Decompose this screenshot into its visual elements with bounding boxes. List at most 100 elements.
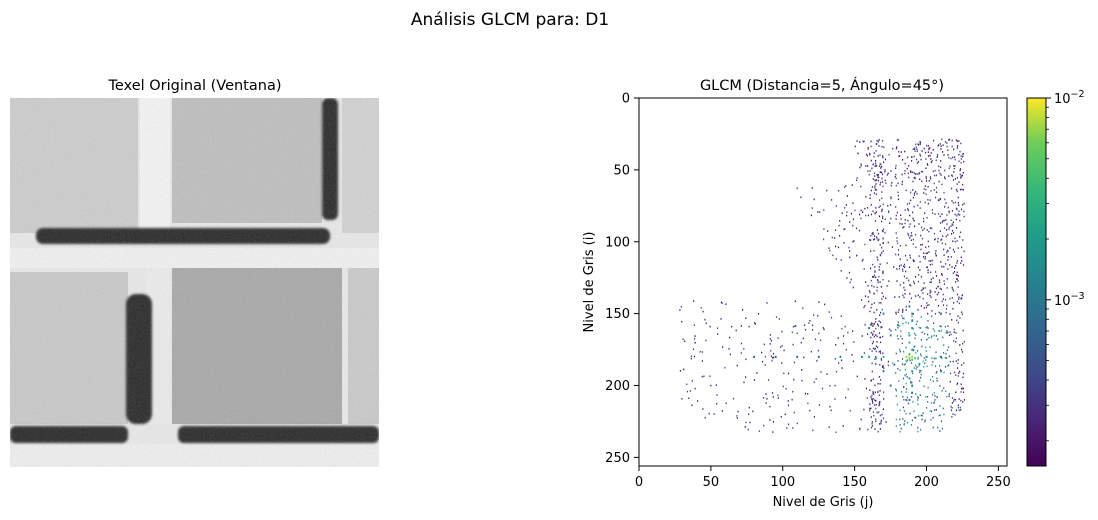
glcm-point — [962, 239, 964, 241]
glcm-point — [935, 159, 937, 162]
glcm-point — [936, 380, 938, 382]
glcm-point — [920, 355, 922, 357]
glcm-point — [939, 430, 941, 432]
glcm-point — [930, 296, 932, 299]
glcm-point — [947, 206, 949, 209]
glcm-point — [804, 392, 806, 395]
glcm-point — [871, 322, 873, 325]
glcm-point — [943, 248, 945, 251]
glcm-point — [954, 165, 956, 167]
glcm-point — [709, 325, 711, 328]
glcm-point — [916, 162, 918, 164]
glcm-point — [851, 354, 853, 356]
glcm-point — [868, 290, 871, 292]
glcm-point — [872, 398, 874, 400]
glcm-point — [914, 345, 916, 347]
glcm-point — [902, 395, 904, 398]
glcm-point — [870, 234, 872, 237]
glcm-point — [961, 246, 963, 249]
glcm-point — [924, 185, 926, 187]
glcm-point — [879, 364, 881, 366]
glcm-point — [874, 270, 876, 272]
glcm-point — [882, 365, 884, 367]
glcm-point — [876, 143, 878, 145]
glcm-point — [876, 341, 878, 343]
glcm-point — [948, 167, 950, 170]
glcm-point — [948, 228, 950, 231]
glcm-point — [901, 315, 903, 317]
glcm-point — [897, 191, 899, 194]
glcm-point — [940, 160, 942, 162]
glcm-point — [945, 352, 947, 355]
glcm-point — [881, 292, 883, 294]
glcm-point — [777, 337, 779, 339]
glcm-point — [932, 277, 934, 279]
glcm-point — [910, 382, 912, 384]
glcm-point — [766, 302, 768, 304]
glcm-point — [866, 154, 869, 157]
glcm-point — [793, 411, 795, 414]
glcm-point — [916, 366, 918, 368]
glcm-cell — [753, 355, 755, 358]
glcm-point — [944, 206, 946, 208]
glcm-point — [880, 167, 882, 169]
glcm-point — [959, 231, 962, 234]
glcm-point — [870, 380, 872, 382]
glcm-point — [874, 185, 876, 187]
glcm-point — [949, 264, 951, 266]
glcm-point — [693, 355, 696, 358]
glcm-point — [869, 194, 871, 196]
glcm-cell — [911, 319, 914, 322]
glcm-point — [936, 396, 938, 398]
glcm-point — [931, 209, 933, 211]
glcm-point — [853, 240, 855, 242]
glcm-point — [881, 298, 883, 300]
glcm-point — [916, 320, 918, 323]
glcm-point — [745, 421, 747, 424]
glcm-point — [960, 142, 962, 145]
glcm-point — [913, 194, 916, 197]
glcm-point — [940, 330, 942, 332]
glcm-point — [882, 140, 884, 142]
glcm-point — [847, 388, 849, 391]
glcm-point — [845, 185, 847, 187]
glcm-point — [922, 292, 924, 294]
glcm-point — [899, 409, 901, 412]
glcm-point — [895, 313, 897, 315]
glcm-point — [949, 372, 952, 375]
glcm-point — [941, 427, 943, 430]
glcm-point — [907, 322, 909, 324]
glcm-point — [803, 356, 805, 359]
glcm-point — [925, 326, 927, 329]
glcm-point — [941, 213, 943, 215]
glcm-point — [873, 414, 875, 417]
glcm-point — [952, 413, 954, 415]
glcm-point — [917, 204, 919, 207]
glcm-point — [939, 198, 941, 200]
glcm-point — [830, 409, 832, 412]
glcm-point — [961, 188, 963, 191]
glcm-point — [952, 156, 954, 159]
glcm-point — [785, 387, 787, 390]
glcm-point — [915, 146, 917, 148]
glcm-point — [881, 181, 884, 183]
glcm-point — [873, 393, 875, 395]
glcm-point — [724, 366, 726, 369]
glcm-point — [877, 346, 879, 349]
glcm-point — [904, 368, 907, 371]
glcm-point — [957, 247, 959, 249]
glcm-point — [770, 355, 772, 357]
glcm-point — [861, 335, 863, 337]
glcm-point — [945, 243, 947, 245]
glcm-point — [881, 191, 883, 193]
glcm-point — [894, 296, 896, 298]
glcm-point — [880, 311, 882, 314]
glcm-point — [925, 193, 927, 195]
glcm-point — [946, 395, 948, 398]
glcm-point — [958, 372, 960, 374]
glcm-point — [938, 311, 940, 314]
glcm-point — [869, 170, 871, 172]
glcm-point — [939, 365, 941, 367]
glcm-point — [912, 313, 914, 315]
glcm-point — [860, 163, 862, 165]
